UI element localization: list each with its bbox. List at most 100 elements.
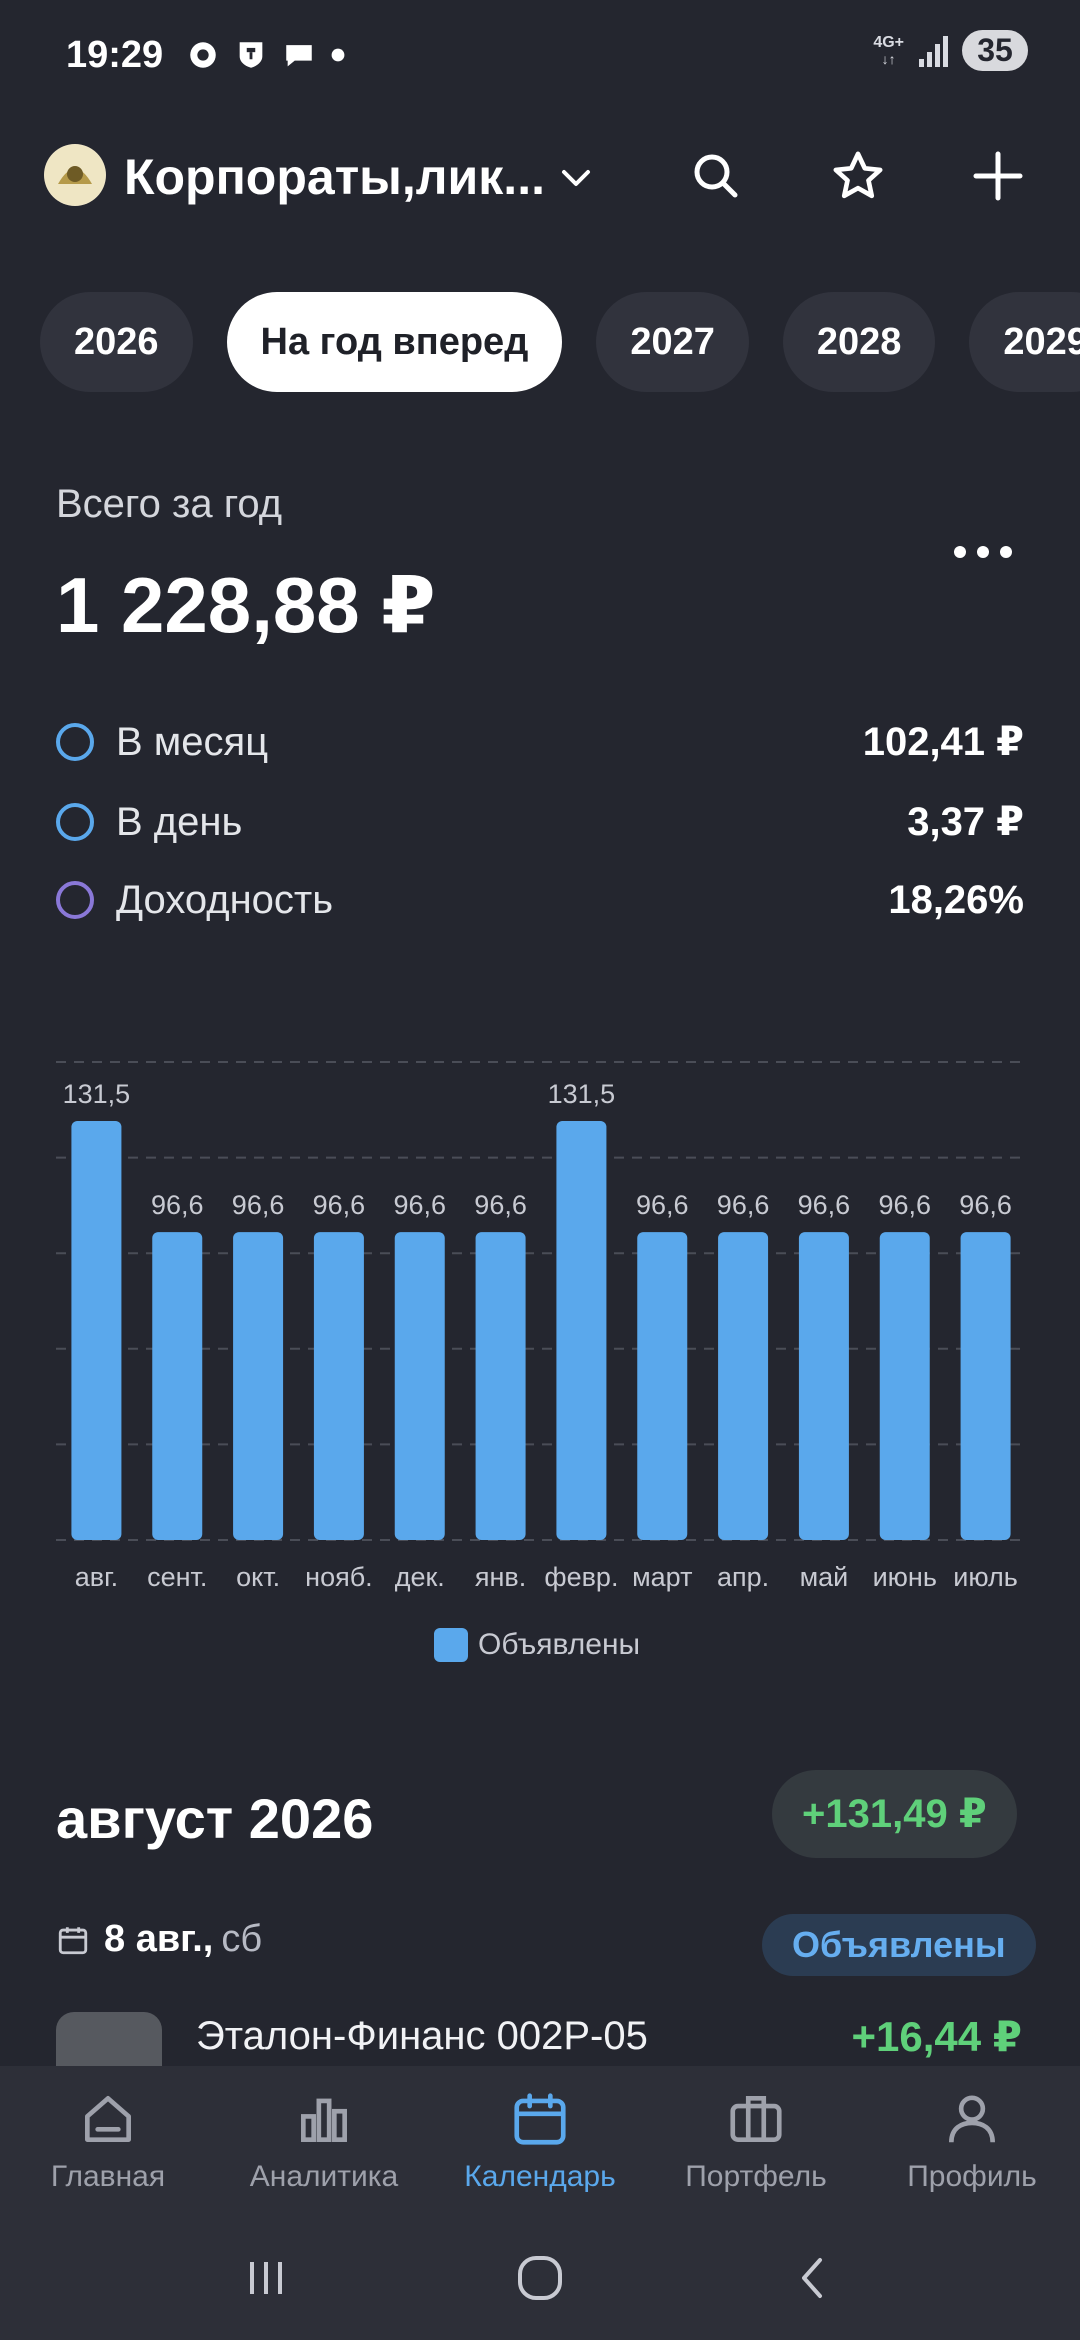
chart-bar[interactable]	[394, 1232, 445, 1540]
search-button[interactable]	[680, 140, 752, 212]
metric-value: 3,37 ₽	[907, 800, 1024, 844]
chart-bar[interactable]	[152, 1232, 203, 1540]
chart-bar[interactable]	[798, 1232, 849, 1540]
chip-2026[interactable]: 2026	[40, 292, 193, 392]
chart-bar[interactable]	[879, 1232, 930, 1540]
chart-bar[interactable]	[475, 1232, 526, 1540]
bond-name[interactable]: Эталон-Финанс 002P-05	[196, 2014, 648, 2058]
chevron-down-icon[interactable]	[556, 158, 596, 198]
briefcase-icon	[730, 2096, 782, 2142]
x-tick-label: нояб.	[305, 1562, 373, 1592]
x-tick-label: авг.	[75, 1562, 118, 1592]
bar-value-label: 96,6	[151, 1190, 204, 1220]
plus-icon	[973, 151, 1023, 201]
portfolio-title[interactable]: Корпораты,лик...	[124, 149, 545, 205]
x-tick-label: июль	[953, 1562, 1018, 1592]
x-tick-label: окт.	[236, 1562, 280, 1592]
notification-icons	[186, 38, 346, 72]
more-options-icon[interactable]	[954, 546, 1012, 558]
chart-bar[interactable]	[718, 1232, 769, 1540]
nav-label: Портфель	[685, 2160, 827, 2193]
chip-2028[interactable]: 2028	[782, 292, 936, 392]
payments-bar-chart: 131,5 авг. 96,6 сент. 96,6 окт. 96,6 нояб. 96,6 д…	[56, 1061, 1026, 1592]
bottom-nav: Главная Аналитика Календарь Портфель Про…	[0, 2066, 1080, 2216]
bar-value-label: 96,6	[232, 1190, 285, 1220]
metric-row-day: В день 3,37 ₽	[56, 792, 1024, 852]
x-tick-label: сент.	[147, 1562, 207, 1592]
network-indicator: 4G+ ↓↑	[873, 33, 904, 67]
x-tick-label: янв.	[475, 1562, 526, 1592]
nav-label: Аналитика	[249, 2160, 399, 2193]
nav-label: Профиль	[907, 2160, 1037, 2193]
x-tick-label: дек.	[395, 1562, 445, 1592]
chart-bar[interactable]	[637, 1232, 688, 1540]
bar-value-label: 96,6	[393, 1190, 446, 1220]
period-chips: 2026 На год вперед 2027 2028 2029	[40, 292, 1080, 392]
total-value: 1 228,88 ₽	[56, 561, 436, 649]
chip-year-ahead[interactable]: На год вперед	[226, 292, 563, 392]
nav-profile[interactable]: Профиль	[864, 2066, 1080, 2216]
x-tick-label: апр.	[717, 1562, 769, 1592]
metric-value: 18,26%	[888, 877, 1024, 922]
calendar-small-icon	[58, 1926, 88, 1954]
bar-value-label: 96,6	[636, 1190, 689, 1220]
x-tick-label: февр.	[544, 1562, 618, 1592]
chart-legend: Объявлены	[434, 1628, 640, 1662]
month-title: август 2026	[56, 1787, 374, 1850]
metric-circle-icon	[56, 881, 94, 919]
day-date: 8 авг.,	[104, 1918, 214, 1960]
chip-2027[interactable]: 2027	[596, 292, 749, 392]
status-time: 19:29	[66, 34, 164, 76]
search-icon	[694, 154, 738, 198]
nav-portfolio[interactable]: Портфель	[648, 2066, 864, 2216]
bar-value-label: 96,6	[959, 1190, 1012, 1220]
legend-label: Объявлены	[478, 1628, 641, 1661]
nav-analytics[interactable]: Аналитика	[216, 2066, 432, 2216]
data-arrows-icon: ↓↑	[881, 50, 896, 67]
nav-home[interactable]: Главная	[0, 2066, 216, 2216]
total-label: Всего за год	[56, 482, 283, 526]
home-icon	[85, 2096, 131, 2142]
x-tick-label: май	[800, 1562, 849, 1592]
star-icon	[833, 151, 883, 199]
chart-bar[interactable]	[313, 1232, 364, 1540]
bar-value-label: 96,6	[717, 1190, 770, 1220]
status-right: 4G+ ↓↑ 35	[873, 30, 1028, 71]
bond-amount: +16,44 ₽	[851, 2013, 1022, 2060]
nav-label: Главная	[50, 2160, 166, 2193]
nav-label: Календарь	[464, 2160, 616, 2193]
bar-value-label: 96,6	[313, 1190, 366, 1220]
metric-row-yield: Доходность 18,26%	[56, 870, 1024, 930]
home-button-icon[interactable]	[514, 2252, 566, 2304]
favorite-button[interactable]	[822, 140, 894, 212]
calendar-icon	[514, 2093, 566, 2145]
battery-indicator: 35	[962, 30, 1028, 71]
signal-icon	[919, 35, 948, 67]
chart-bar[interactable]	[556, 1120, 607, 1540]
chart-bar[interactable]	[71, 1120, 122, 1540]
add-button[interactable]	[962, 140, 1034, 212]
recent-apps-icon[interactable]	[242, 2254, 290, 2302]
bar-value-label: 96,6	[878, 1190, 931, 1220]
metric-circle-icon	[56, 723, 94, 761]
chart-bar[interactable]	[233, 1232, 284, 1540]
analytics-icon	[301, 2098, 347, 2142]
metric-circle-icon	[56, 803, 94, 841]
message-icon	[286, 45, 312, 67]
metric-name: В месяц	[116, 719, 269, 764]
day-weekday: сб	[221, 1918, 263, 1960]
chart-bar[interactable]	[960, 1232, 1011, 1540]
back-icon[interactable]	[790, 2254, 838, 2302]
network-label: 4G+	[873, 33, 904, 51]
chip-2029[interactable]: 2029	[969, 292, 1080, 392]
bar-value-label: 96,6	[798, 1190, 851, 1220]
legend-swatch	[434, 1628, 468, 1662]
month-sum-badge: +131,49 ₽	[772, 1770, 1017, 1858]
metric-name: В день	[116, 799, 243, 844]
metric-name: Доходность	[116, 877, 334, 922]
bar-value-label: 96,6	[474, 1190, 527, 1220]
nav-calendar[interactable]: Календарь	[432, 2066, 648, 2216]
shield-app-icon	[239, 42, 263, 68]
system-nav-bar	[0, 2228, 1080, 2328]
metric-value: 102,41 ₽	[862, 720, 1024, 764]
